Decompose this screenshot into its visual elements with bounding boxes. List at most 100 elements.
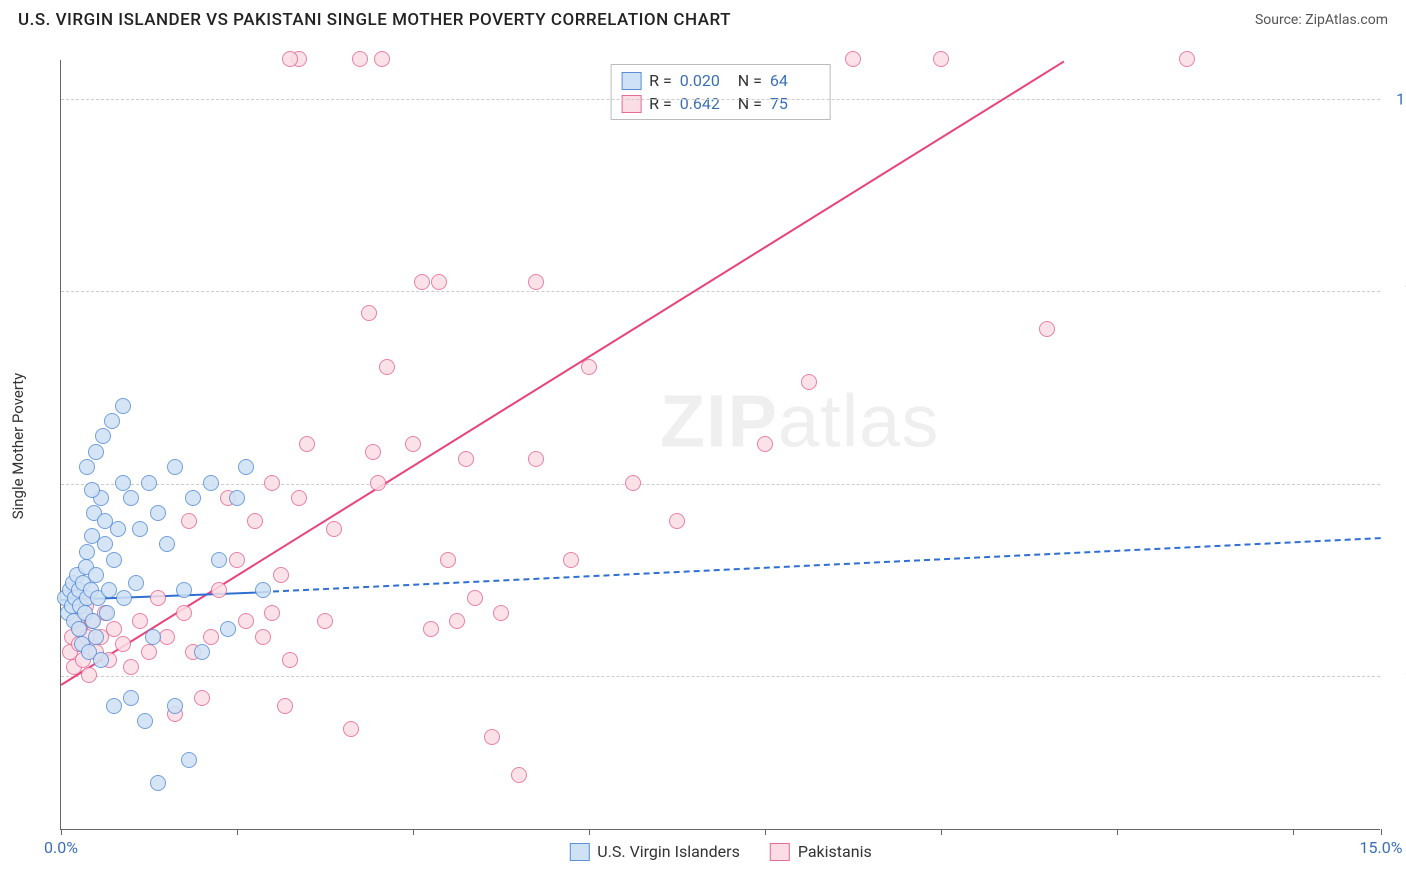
y-tick-label: 100.0% (1388, 89, 1406, 108)
x-tick-mark (1117, 829, 1118, 835)
data-point-b (933, 51, 949, 67)
data-point-b (229, 552, 245, 568)
data-point-b (669, 513, 685, 529)
y-tick-label: 75.0% (1388, 282, 1406, 301)
r-value-b: 0.642 (680, 94, 730, 113)
data-point-a (203, 475, 219, 491)
data-point-b (563, 552, 579, 568)
data-point-b (282, 652, 298, 668)
data-point-a (123, 490, 139, 506)
data-point-a (115, 475, 131, 491)
data-point-b (581, 359, 597, 375)
y-tick-label: 25.0% (1388, 667, 1406, 686)
data-point-b (132, 613, 148, 629)
data-point-b (181, 513, 197, 529)
n-value-a: 64 (770, 71, 820, 90)
gridline (61, 676, 1380, 677)
data-point-a (211, 552, 227, 568)
data-point-a (110, 521, 126, 537)
data-point-b (625, 475, 641, 491)
data-point-a (84, 482, 100, 498)
data-point-b (141, 644, 157, 660)
data-point-a (128, 575, 144, 591)
data-point-b (203, 629, 219, 645)
x-tick-mark (61, 829, 62, 835)
gridline (61, 99, 1380, 100)
data-point-b (150, 590, 166, 606)
scatter-chart: ZIPatlas R = 0.020 N = 64 R = 0.642 N = … (60, 60, 1380, 830)
data-point-b (81, 667, 97, 683)
data-point-a (106, 552, 122, 568)
data-point-a (220, 621, 236, 637)
data-point-a (176, 582, 192, 598)
legend-label-a: U.S. Virgin Islanders (597, 842, 740, 861)
x-tick-label: 15.0% (1360, 838, 1403, 857)
x-tick-mark (941, 829, 942, 835)
trend-line-extrapolated (263, 537, 1381, 593)
swatch-series-b (770, 843, 790, 861)
gridline (61, 484, 1380, 485)
n-value-b: 75 (770, 94, 820, 113)
data-point-b (757, 436, 773, 452)
legend-item-a: U.S. Virgin Islanders (569, 842, 740, 861)
data-point-b (845, 51, 861, 67)
data-point-a (181, 752, 197, 768)
data-point-b (449, 613, 465, 629)
data-point-b (299, 436, 315, 452)
x-tick-mark (1381, 829, 1382, 835)
data-point-a (106, 698, 122, 714)
data-point-a (141, 475, 157, 491)
data-point-b (414, 274, 430, 290)
x-tick-mark (765, 829, 766, 835)
legend-label-b: Pakistanis (798, 842, 872, 861)
data-point-b (264, 605, 280, 621)
data-point-b (273, 567, 289, 583)
bottom-legend: U.S. Virgin Islanders Pakistanis (569, 842, 871, 861)
data-point-a (167, 698, 183, 714)
r-label: R = (649, 94, 672, 113)
data-point-b (238, 613, 254, 629)
data-point-b (326, 521, 342, 537)
data-point-b (365, 444, 381, 460)
data-point-b (343, 721, 359, 737)
data-point-b (458, 451, 474, 467)
data-point-b (255, 629, 271, 645)
data-point-a (79, 544, 95, 560)
data-point-b (282, 51, 298, 67)
gridline (61, 291, 1380, 292)
data-point-b (106, 621, 122, 637)
data-point-b (123, 659, 139, 675)
y-axis-label: Single Mother Poverty (9, 373, 27, 520)
x-tick-mark (237, 829, 238, 835)
data-point-b (194, 690, 210, 706)
data-point-b (493, 605, 509, 621)
data-point-a (159, 536, 175, 552)
data-point-a (116, 590, 132, 606)
r-value-a: 0.020 (680, 71, 730, 90)
watermark: ZIPatlas (660, 379, 939, 464)
legend-item-b: Pakistanis (770, 842, 872, 861)
data-point-a (229, 490, 245, 506)
data-point-a (88, 567, 104, 583)
swatch-series-a (569, 843, 589, 861)
data-point-a (99, 605, 115, 621)
data-point-b (801, 374, 817, 390)
x-tick-mark (1293, 829, 1294, 835)
data-point-b (1179, 51, 1195, 67)
data-point-b (370, 475, 386, 491)
data-point-b (379, 359, 395, 375)
stats-row-a: R = 0.020 N = 64 (621, 69, 820, 92)
data-point-a (79, 459, 95, 475)
data-point-b (484, 729, 500, 745)
data-point-a (167, 459, 183, 475)
data-point-a (255, 582, 271, 598)
stats-row-b: R = 0.642 N = 75 (621, 92, 820, 115)
data-point-a (194, 644, 210, 660)
r-label: R = (649, 71, 672, 90)
data-point-b (440, 552, 456, 568)
source-attribution: Source: ZipAtlas.com (1255, 12, 1388, 28)
data-point-b (115, 636, 131, 652)
data-point-a (93, 652, 109, 668)
data-point-a (123, 690, 139, 706)
x-tick-mark (589, 829, 590, 835)
